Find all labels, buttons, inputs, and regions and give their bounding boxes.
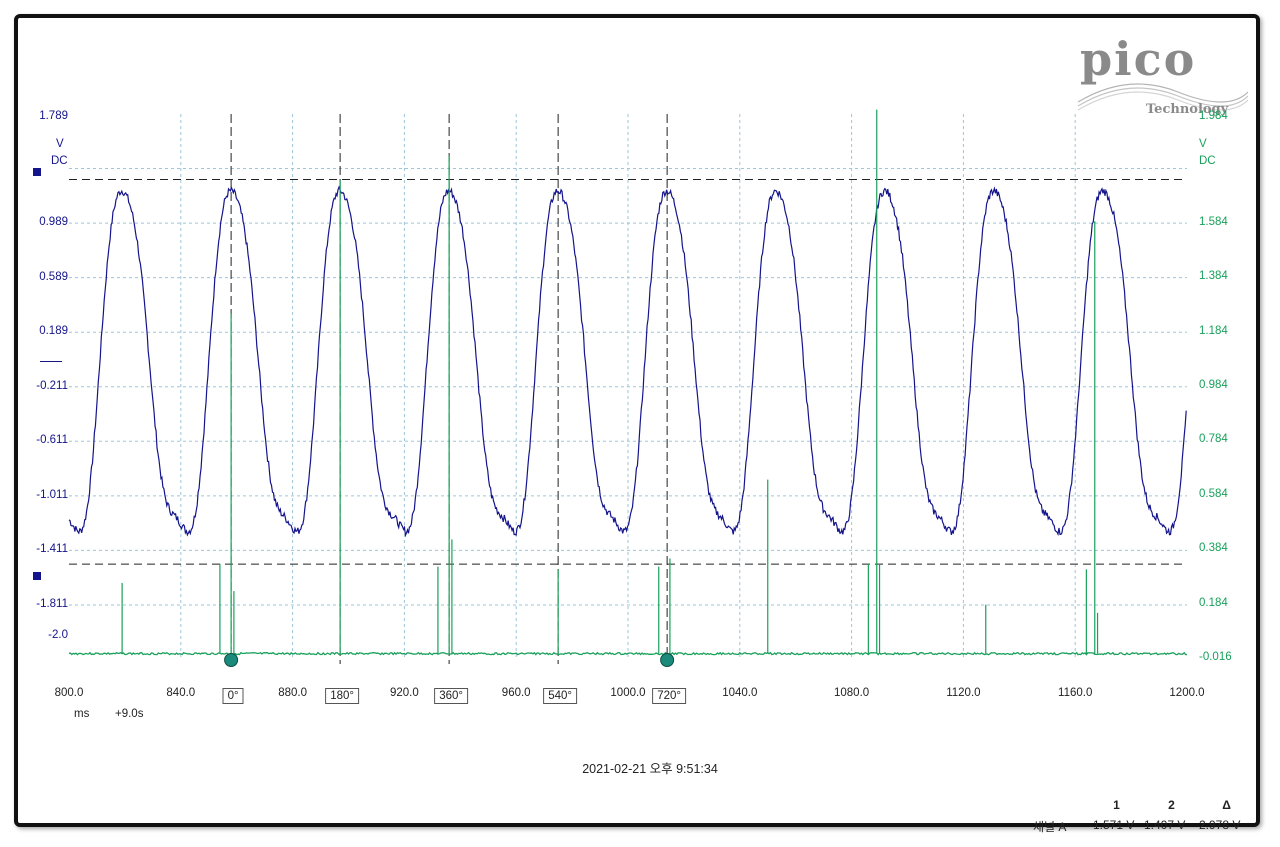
right-axis-coupling: DC (1199, 155, 1216, 167)
x-tick-label: 880.0 (278, 687, 307, 699)
x-tick-label: 1080.0 (834, 687, 870, 699)
right-tick-label: 1.184 (1199, 324, 1228, 337)
x-tick-label: 840.0 (166, 687, 196, 699)
measurement-channel: 채널 A (1033, 820, 1067, 834)
left-tick-label: 0.989 (39, 216, 68, 229)
x-tick-label: 1160.0 (1058, 687, 1093, 699)
measurement-ruler-1: -1.571 V (1089, 818, 1135, 832)
channel-a-lower-marker[interactable] (33, 572, 41, 580)
measurements-header-1: 1 (1113, 798, 1120, 812)
left-tick-label: -0.211 (36, 379, 68, 392)
left-axis-coupling: DC (51, 155, 68, 167)
scope-window: pico Technology V DC 1.789 0.989 0.589 0.18… (14, 14, 1260, 834)
phase-ruler-label[interactable]: 360° (434, 688, 469, 704)
left-tick-label: -1.411 (36, 543, 68, 556)
x-tick-label: 1000.0 (610, 687, 646, 699)
measurements-table: 1 2 Δ 채널 A -1.571 V 1.407 V 2.978 V (1033, 798, 1254, 835)
measurements-header-2: 2 (1168, 798, 1175, 812)
right-tick-label: 0.784 (1199, 433, 1228, 446)
right-axis-unit: V (1199, 138, 1207, 150)
right-tick-label: 0.384 (1199, 542, 1228, 555)
left-tick-label: -1.811 (36, 597, 68, 610)
pico-logo: pico Technology (1068, 32, 1248, 122)
phase-ruler-handle (224, 653, 239, 667)
right-tick-label: 0.984 (1199, 379, 1228, 391)
right-tick-label: -0.016 (1199, 651, 1232, 663)
channel-a-upper-marker[interactable] (33, 168, 41, 176)
measurements-header-blank (1033, 798, 1089, 812)
channel-a-zero-marker[interactable] (40, 361, 62, 362)
channel-b-baseline (68, 651, 1188, 656)
x-tick-label: 1040.0 (722, 687, 758, 699)
left-tick-label: -1.011 (36, 488, 68, 501)
right-tick-label: 0.584 (1199, 487, 1228, 500)
measurements-row-channel-a: 채널 A -1.571 V 1.407 V 2.978 V (1033, 818, 1254, 835)
logo-wave-icon (1077, 83, 1248, 111)
capture-timestamp: 2021-02-21 오후 9:51:34 (582, 762, 718, 776)
left-axis-unit: V (56, 138, 64, 150)
logo-wordmark: pico (1080, 32, 1197, 86)
measurement-delta: 2.978 V (1199, 818, 1241, 832)
oscilloscope-plot (68, 109, 1188, 667)
measurements-header-row: 1 2 Δ (1033, 798, 1254, 812)
phase-ruler-label[interactable]: 540° (543, 688, 578, 704)
left-tick-label: 1.789 (39, 110, 68, 122)
phase-ruler-handle (660, 653, 675, 667)
left-tick-label: -0.611 (36, 434, 68, 447)
x-tick-label: 1200.0 (1169, 687, 1205, 699)
right-tick-label: 1.384 (1199, 270, 1228, 283)
left-tick-label: -2.0 (48, 628, 68, 641)
logo-subtitle: Technology (1146, 102, 1229, 117)
phase-ruler-label[interactable]: 0° (222, 688, 244, 704)
phase-ruler-label[interactable]: 720° (652, 688, 687, 704)
channel-a-waveform (68, 185, 1187, 538)
x-axis-offset: +9.0s (115, 708, 144, 720)
measurements-header-delta: Δ (1222, 798, 1231, 812)
x-tick-label: 800.0 (54, 687, 84, 699)
measurement-ruler-2: 1.407 V (1144, 818, 1186, 832)
x-tick-label: 1120.0 (946, 687, 981, 699)
right-tick-label: 0.184 (1199, 596, 1228, 609)
x-tick-label: 920.0 (390, 687, 419, 699)
x-axis-unit: ms (74, 708, 90, 720)
right-tick-label: 1.584 (1199, 215, 1228, 228)
x-tick-label: 960.0 (501, 687, 531, 699)
right-tick-label: 1.984 (1199, 110, 1228, 122)
left-tick-label: 0.189 (39, 325, 68, 338)
left-tick-label: 0.589 (39, 270, 68, 283)
phase-ruler-label[interactable]: 180° (325, 688, 360, 704)
